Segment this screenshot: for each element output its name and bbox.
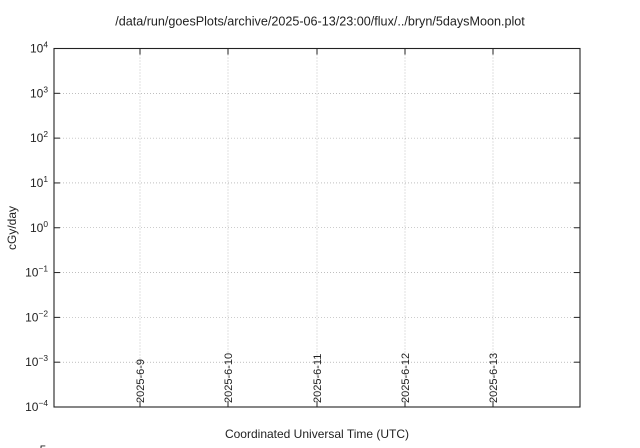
svg-text:10−1: 10−1	[25, 264, 48, 280]
svg-text:2025-6-12: 2025-6-12	[400, 353, 412, 403]
svg-text:103: 103	[30, 84, 48, 100]
svg-text:cGy/day: cGy/day	[5, 206, 19, 250]
svg-text:100: 100	[30, 219, 48, 235]
svg-text:/data/run/goesPlots/archive/20: /data/run/goesPlots/archive/2025-06-13/2…	[115, 15, 525, 29]
svg-text:10−3: 10−3	[25, 353, 48, 369]
svg-text:2025-6-11: 2025-6-11	[312, 354, 324, 403]
svg-text:Coordinated Universal Time (UT: Coordinated Universal Time (UTC)	[225, 427, 409, 441]
svg-text:101: 101	[30, 174, 48, 190]
svg-text:2025-6-9: 2025-6-9	[135, 359, 147, 403]
svg-text:10−2: 10−2	[25, 308, 48, 324]
svg-text:104: 104	[30, 40, 48, 56]
svg-text:2025-6-10: 2025-6-10	[223, 353, 235, 403]
svg-text:102: 102	[30, 129, 48, 145]
svg-text:10−4: 10−4	[25, 398, 48, 414]
svg-text:5: 5	[40, 443, 47, 448]
svg-text:2025-6-13: 2025-6-13	[488, 353, 500, 403]
